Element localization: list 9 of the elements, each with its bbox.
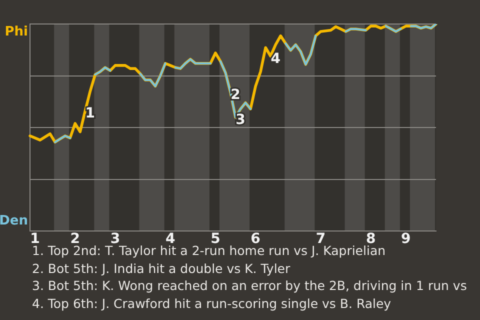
- text: 3. Bot 5th: K. Wong reached on an error by the 2B, driving in 1 run vs: [32, 277, 468, 294]
- x-tick-label: 9: [401, 231, 411, 248]
- text: 4. Top 6th: J. Crawford hit a run-scoring single vs B. Raley: [32, 294, 392, 312]
- text: Den: [0, 214, 28, 229]
- annotation: 1: [85, 106, 96, 122]
- annotation: 3: [236, 112, 246, 128]
- text: 2. Bot 5th: J. India hit a double vs K. Tyler: [32, 260, 292, 277]
- annotation: 4: [270, 50, 281, 67]
- text: Phi: [4, 24, 28, 40]
